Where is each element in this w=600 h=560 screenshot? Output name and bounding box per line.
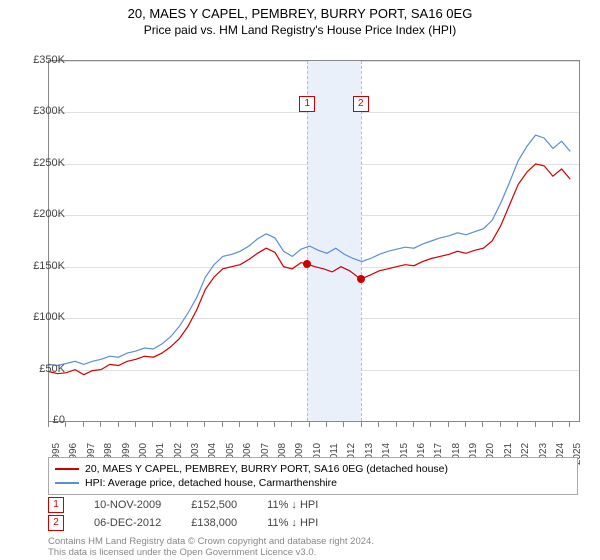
- sale-delta-1: 11% ↓ HPI: [267, 499, 318, 511]
- sale-date-2: 06-DEC-2012: [94, 517, 161, 529]
- sale-marker-2: 2: [48, 515, 64, 531]
- y-tick-label: £0: [53, 414, 65, 426]
- sale-date-1: 10-NOV-2009: [94, 499, 161, 511]
- y-tick-label: £350K: [33, 54, 65, 66]
- sale-delta-2: 11% ↓ HPI: [267, 517, 318, 529]
- chart-title: 20, MAES Y CAPEL, PEMBREY, BURRY PORT, S…: [0, 0, 600, 21]
- y-tick-label: £100K: [33, 311, 65, 323]
- legend-swatch-hpi: [55, 482, 79, 484]
- plot-area: 12: [48, 60, 580, 422]
- y-tick-label: £250K: [33, 157, 65, 169]
- legend-entry-price: 20, MAES Y CAPEL, PEMBREY, BURRY PORT, S…: [55, 462, 571, 476]
- copyright-line-2: This data is licensed under the Open Gov…: [48, 547, 578, 558]
- line-chart-svg: [49, 61, 579, 421]
- sale-price-2: £138,000: [191, 517, 237, 529]
- sale-point: [303, 260, 311, 268]
- chart-container: 20, MAES Y CAPEL, PEMBREY, BURRY PORT, S…: [0, 0, 600, 560]
- legend-label-price: 20, MAES Y CAPEL, PEMBREY, BURRY PORT, S…: [85, 463, 448, 475]
- legend: 20, MAES Y CAPEL, PEMBREY, BURRY PORT, S…: [48, 457, 578, 495]
- series-price_paid: [49, 164, 570, 375]
- sale-marker-1: 1: [48, 497, 64, 513]
- series-hpi: [49, 135, 570, 365]
- copyright: Contains HM Land Registry data © Crown c…: [48, 536, 578, 559]
- copyright-line-1: Contains HM Land Registry data © Crown c…: [48, 536, 578, 547]
- y-tick-label: £300K: [33, 105, 65, 117]
- sale-row-1: 1 10-NOV-2009 £152,500 11% ↓ HPI: [48, 497, 578, 513]
- y-tick-label: £200K: [33, 208, 65, 220]
- y-tick-label: £50K: [39, 363, 65, 375]
- legend-label-hpi: HPI: Average price, detached house, Carm…: [85, 477, 337, 489]
- legend-entry-hpi: HPI: Average price, detached house, Carm…: [55, 476, 571, 490]
- legend-swatch-price: [55, 468, 79, 470]
- chart-subtitle: Price paid vs. HM Land Registry's House …: [0, 21, 600, 37]
- sale-point: [357, 275, 365, 283]
- sale-price-1: £152,500: [191, 499, 237, 511]
- x-axis-labels: 1995199619971998199920002001200220032004…: [48, 422, 578, 462]
- y-tick-label: £150K: [33, 260, 65, 272]
- sale-row-2: 2 06-DEC-2012 £138,000 11% ↓ HPI: [48, 515, 578, 531]
